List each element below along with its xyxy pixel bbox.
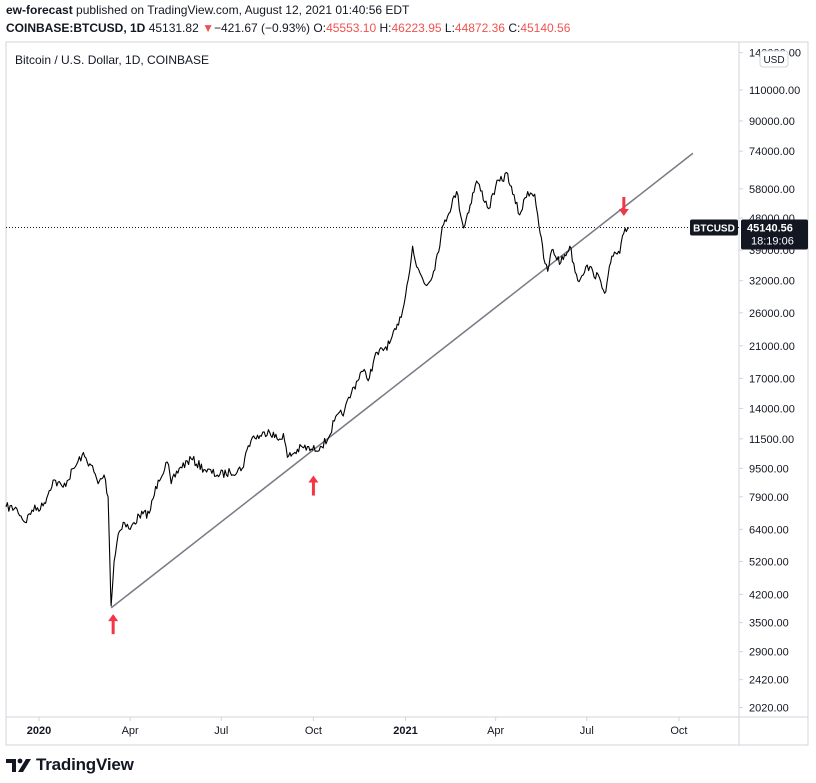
ohlc-header: COINBASE:BTCUSD, 1D 45131.82 ▼−421.67 (−…	[6, 21, 570, 35]
y-tick-label: 3500.00	[749, 618, 789, 630]
price-axis[interactable]: 140000.00110000.0090000.0074000.0058000.…	[739, 48, 808, 715]
arrow-down-icon[interactable]	[618, 197, 629, 217]
x-tick-label: Jul	[580, 725, 594, 737]
y-tick-label: 7900.00	[749, 492, 789, 504]
author-name[interactable]: ew-forecast	[6, 3, 73, 17]
y-tick-label: 21000.00	[749, 341, 795, 353]
y-tick-label: 2900.00	[749, 647, 789, 659]
low-label: L:	[444, 21, 455, 35]
tradingview-logo-icon	[6, 758, 31, 772]
arrow-up-icon[interactable]	[108, 614, 119, 635]
down-arrow-icon: ▼	[202, 21, 214, 35]
y-tick-label: 2420.00	[749, 675, 789, 687]
y-tick-label: 11500.00	[749, 434, 794, 446]
close-value: 45140.56	[520, 21, 571, 35]
open-value: 45553.10	[326, 21, 377, 35]
y-tick-label: 26000.00	[749, 308, 795, 320]
symbol-label: COINBASE:BTCUSD, 1D	[6, 21, 146, 35]
time-axis[interactable]: 2020 Apr Jul Oct 2021 Apr Jul Oct	[27, 717, 688, 737]
y-tick-label: 4200.00	[749, 589, 789, 601]
y-tick-label: 32000.00	[749, 276, 795, 288]
arrow-up-icon[interactable]	[308, 475, 319, 496]
arrow-head	[108, 614, 119, 622]
y-tick-label: 14000.00	[749, 403, 795, 415]
symbol-badge-label: BTCUSD	[693, 224, 735, 235]
currency-badge-label: USD	[763, 55, 784, 66]
low-value: 44872.36	[454, 21, 505, 35]
y-tick-label: 9500.00	[749, 463, 789, 475]
x-tick-label: Jul	[214, 725, 228, 737]
arrow-head	[618, 209, 629, 217]
price-badge-bg	[741, 219, 808, 250]
currency-badge[interactable]: USD	[759, 50, 789, 68]
publish-info: ew-forecast published on TradingView.com…	[6, 3, 409, 17]
symbol-badge-bg	[690, 219, 738, 236]
price-change: −421.67 (−0.93%)	[213, 21, 311, 35]
arrow-head	[308, 475, 319, 483]
x-tick-label: Apr	[487, 725, 504, 737]
y-tick-label: 58000.00	[749, 184, 795, 196]
y-tick-label: 2020.00	[749, 703, 789, 715]
y-tick-label: 6400.00	[749, 524, 789, 536]
high-value: 46223.95	[391, 21, 442, 35]
plot-area[interactable]: BTCUSD	[5, 152, 739, 635]
symbol-badge[interactable]: BTCUSD	[690, 219, 738, 236]
trendline[interactable]	[110, 152, 694, 609]
price-series-line[interactable]	[5, 171, 630, 607]
x-tick-label: 2020	[27, 725, 51, 737]
open-label: O:	[313, 21, 327, 35]
y-tick-label: 74000.00	[749, 146, 795, 158]
close-label: C:	[508, 21, 521, 35]
y-tick-label: 5200.00	[749, 556, 789, 568]
y-tick-label: 90000.00	[749, 116, 795, 128]
y-tick-label: 110000.00	[749, 85, 800, 97]
x-tick-label: Apr	[122, 725, 139, 737]
chart-title: Bitcoin / U.S. Dollar, 1D, COINBASE	[15, 53, 209, 67]
tradingview-logo[interactable]: TradingView	[6, 755, 134, 775]
x-tick-label: Oct	[670, 725, 687, 737]
countdown-label: 18:19:06	[751, 236, 794, 248]
chart-border	[5, 41, 809, 746]
x-tick-label: Oct	[305, 725, 322, 737]
x-tick-label: 2021	[393, 725, 417, 737]
last-price: 45131.82	[148, 21, 199, 35]
tradingview-wordmark: TradingView	[36, 755, 134, 774]
published-text: published on TradingView.com, August 12,…	[76, 3, 410, 17]
high-label: H:	[379, 21, 392, 35]
price-badge-value: 45140.56	[747, 223, 793, 235]
y-tick-label: 17000.00	[749, 373, 795, 385]
